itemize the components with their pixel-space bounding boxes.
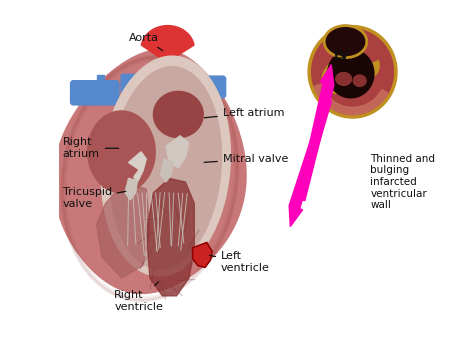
Text: Right
atrium: Right atrium (63, 137, 118, 159)
Text: Tricuspid
valve: Tricuspid valve (63, 187, 126, 209)
Polygon shape (88, 111, 155, 193)
FancyBboxPatch shape (121, 74, 188, 94)
Text: Thinned and
bulging
infarcted
ventricular
wall: Thinned and bulging infarcted ventricula… (370, 154, 435, 210)
Polygon shape (353, 75, 366, 86)
Text: Mitral valve: Mitral valve (204, 154, 288, 164)
Polygon shape (297, 65, 334, 201)
Text: LV: LV (334, 49, 350, 62)
Polygon shape (141, 26, 194, 81)
FancyBboxPatch shape (71, 81, 119, 105)
Polygon shape (128, 152, 146, 182)
Text: Left
ventricle: Left ventricle (210, 251, 270, 273)
FancyBboxPatch shape (182, 76, 226, 98)
Text: Left atrium: Left atrium (204, 108, 284, 118)
Text: Right
ventricle: Right ventricle (114, 282, 163, 312)
Polygon shape (125, 178, 137, 200)
Polygon shape (110, 67, 221, 269)
Polygon shape (161, 159, 173, 182)
Polygon shape (154, 91, 203, 137)
Polygon shape (185, 70, 194, 82)
Polygon shape (101, 56, 230, 276)
Polygon shape (54, 50, 246, 293)
Polygon shape (312, 29, 393, 115)
Polygon shape (289, 99, 331, 226)
Polygon shape (97, 182, 150, 278)
Polygon shape (97, 75, 104, 84)
Polygon shape (166, 136, 189, 168)
Polygon shape (328, 49, 374, 98)
Polygon shape (146, 178, 194, 296)
Polygon shape (336, 72, 352, 85)
Polygon shape (326, 27, 365, 56)
Polygon shape (314, 84, 388, 115)
Polygon shape (308, 26, 397, 118)
Polygon shape (192, 242, 212, 267)
Text: Aorta: Aorta (128, 33, 163, 51)
Polygon shape (146, 70, 159, 82)
